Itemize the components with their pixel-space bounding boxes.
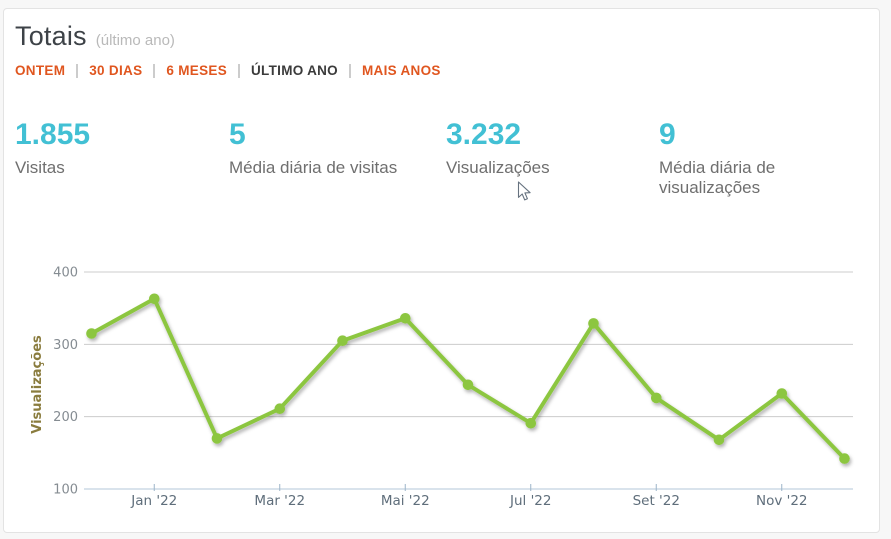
stat-daily-visits: 5 Média diária de visitas [229, 118, 446, 198]
stat-views: 3.232 Visualizações [446, 118, 659, 198]
tab-separator [76, 63, 79, 78]
stats-row: 1.855 Visitas 5 Média diária de visitas … [4, 118, 879, 198]
stats-panel: Totais (último ano) ONTEM 30 DIAS 6 MESE… [3, 8, 880, 533]
data-point[interactable] [713, 434, 725, 446]
stat-daily-views-label: Média diária de visualizações [659, 158, 776, 197]
svg-text:300: 300 [53, 338, 78, 353]
svg-text:Nov '22: Nov '22 [756, 493, 808, 509]
tab-6-meses[interactable]: 6 MESES [166, 63, 227, 78]
data-point[interactable] [776, 388, 788, 399]
tab-mais-anos[interactable]: MAIS ANOS [362, 63, 441, 78]
data-point[interactable] [337, 335, 348, 347]
svg-text:Mar '22: Mar '22 [254, 493, 305, 509]
svg-text:Mai '22: Mai '22 [381, 493, 430, 509]
views-line-chart: 100 200 300 400 Jan '22 Mar '22 Mai '22 Jul '22… [30, 266, 853, 509]
svg-text:Set '22: Set '22 [633, 493, 680, 509]
page-subtitle: (último ano) [95, 32, 175, 49]
tab-ontem[interactable]: ONTEM [15, 63, 66, 78]
stat-visits-label: Visitas [15, 158, 65, 177]
tab-separator [238, 63, 240, 78]
y-axis-title: Visualizações [30, 335, 45, 434]
svg-text:100: 100 [53, 483, 78, 498]
data-point[interactable] [588, 318, 599, 329]
tab-separator [153, 63, 156, 78]
data-point[interactable] [839, 453, 850, 464]
stat-views-label: Visualizações [446, 158, 550, 177]
page-title: Totais [15, 21, 87, 51]
data-point[interactable] [211, 433, 223, 444]
svg-text:Jan '22: Jan '22 [130, 493, 177, 509]
views-series [86, 293, 850, 464]
svg-text:200: 200 [53, 410, 78, 425]
data-point[interactable] [651, 392, 662, 404]
data-point[interactable] [525, 417, 537, 429]
stat-visits-value: 1.855 [15, 118, 91, 151]
panel-header: Totais (último ano) [15, 21, 879, 52]
tab-separator [349, 63, 351, 78]
data-point[interactable] [462, 379, 474, 391]
data-point[interactable] [274, 403, 286, 415]
stat-daily-views: 9 Média diária de visualizações [659, 118, 879, 198]
data-point[interactable] [86, 328, 97, 339]
period-tabs: ONTEM 30 DIAS 6 MESES ÚLTIMO ANO MAIS AN… [15, 63, 879, 78]
svg-text:400: 400 [53, 266, 78, 281]
mouse-cursor-icon [517, 181, 531, 201]
stat-visits: 1.855 Visitas [15, 118, 229, 198]
stat-daily-views-value: 9 [659, 118, 676, 151]
data-point[interactable] [149, 293, 160, 305]
svg-text:Jul '22: Jul '22 [509, 493, 551, 509]
stat-daily-visits-value: 5 [229, 118, 246, 151]
stat-views-value: 3.232 [446, 118, 522, 151]
stat-daily-visits-label: Média diária de visitas [229, 158, 398, 177]
tab-30-dias[interactable]: 30 DIAS [89, 63, 143, 78]
data-point[interactable] [400, 313, 411, 324]
tab-ultimo-ano[interactable]: ÚLTIMO ANO [251, 63, 338, 78]
